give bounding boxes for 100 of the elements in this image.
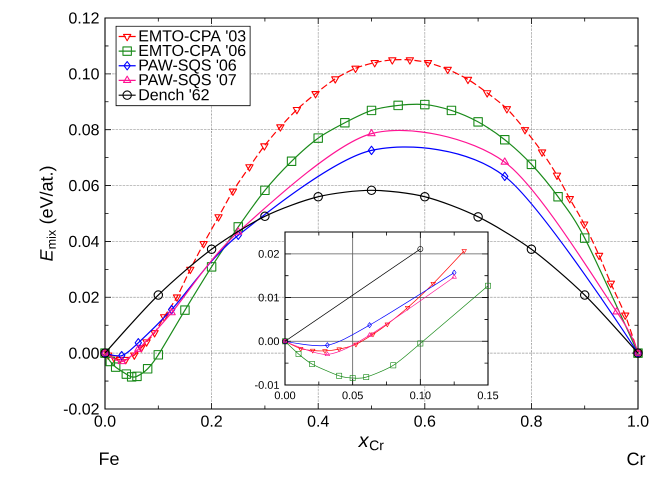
point (473, 117, 483, 127)
legend-label: PAW-SQS '06 (140, 59, 236, 74)
x-tick-label: 1.0 (628, 416, 648, 427)
point (553, 192, 563, 202)
point (430, 282, 436, 286)
point (485, 282, 491, 289)
point (353, 342, 358, 348)
point (420, 100, 430, 110)
point (234, 222, 243, 232)
point (366, 186, 376, 196)
point (336, 348, 342, 352)
point (134, 344, 142, 352)
point (501, 172, 508, 182)
point (298, 347, 304, 352)
legend-label: EMTO-CPA '03 (140, 30, 246, 42)
point (199, 241, 208, 248)
point (122, 356, 130, 364)
point (154, 350, 164, 360)
x-tick-label: 0.10 (410, 392, 431, 400)
point (388, 57, 396, 65)
point (612, 307, 621, 314)
point (500, 135, 510, 145)
x-tick-label: 0.2 (201, 416, 222, 427)
y-tick-label: 0.06 (69, 180, 99, 192)
x-axis-title: x$_{Cr}$ (358, 436, 384, 450)
point (245, 164, 254, 172)
point (296, 351, 302, 357)
point (621, 312, 630, 320)
point (350, 375, 356, 381)
point (292, 106, 302, 114)
point (172, 294, 182, 302)
x-tick-label: 0.00 (274, 392, 296, 400)
point (122, 369, 132, 379)
point (446, 106, 456, 116)
point (234, 227, 242, 235)
point (260, 143, 269, 151)
y-tick-label: 0.00 (258, 337, 280, 346)
point (424, 60, 432, 68)
y-tick-label: 0.02 (258, 250, 279, 258)
point (368, 146, 376, 156)
y-tick-label: 0.04 (69, 236, 100, 248)
x-tick-label: 0.4 (308, 416, 329, 427)
point (405, 306, 410, 311)
y-tick-label: 0.08 (69, 124, 99, 136)
point (331, 76, 340, 84)
y-tick-label: -0.01 (254, 381, 279, 389)
point (150, 330, 159, 338)
point (336, 372, 342, 379)
point (520, 127, 530, 134)
point (130, 352, 138, 360)
point (110, 362, 120, 372)
point (351, 66, 360, 74)
point (324, 351, 330, 356)
point (134, 338, 142, 348)
point (482, 90, 492, 98)
point (142, 364, 152, 374)
legend-label: EMTO-CPA '06 (140, 44, 246, 56)
point (580, 221, 588, 229)
text: Cr (627, 452, 646, 466)
point (160, 314, 168, 322)
point (325, 342, 330, 348)
point (260, 186, 270, 196)
point (126, 372, 136, 382)
x-tick-label: 0.05 (342, 392, 363, 400)
y-tick-label: 0.12 (69, 12, 99, 24)
point (154, 290, 164, 300)
point (106, 356, 116, 366)
legend-label: Dench '62 (140, 88, 209, 100)
point (276, 124, 285, 132)
point (444, 66, 452, 74)
point (167, 308, 176, 316)
point (594, 252, 604, 260)
point (228, 188, 238, 196)
point (406, 57, 414, 65)
point (464, 76, 472, 84)
point (340, 118, 350, 128)
point (473, 212, 483, 222)
point (580, 290, 590, 300)
point (214, 214, 223, 222)
x-tick-label: 0.0 (94, 416, 116, 427)
point (370, 332, 376, 338)
point (206, 244, 216, 254)
point (168, 304, 176, 314)
point (393, 100, 403, 110)
y-axis-title: E$_{mix}$ (eV/at.) (40, 166, 56, 261)
x-tick-label: 0.8 (520, 416, 542, 427)
point (260, 212, 270, 222)
x-tick-label: 0.15 (478, 392, 498, 400)
point (311, 91, 320, 98)
point (180, 305, 190, 315)
x-tick-label: 0.6 (414, 416, 436, 427)
point (367, 322, 372, 328)
point (142, 339, 151, 347)
point (363, 374, 370, 380)
point (417, 340, 424, 346)
point (502, 106, 512, 114)
point (132, 372, 142, 382)
point (538, 149, 546, 157)
point (286, 156, 296, 166)
point (366, 106, 376, 116)
